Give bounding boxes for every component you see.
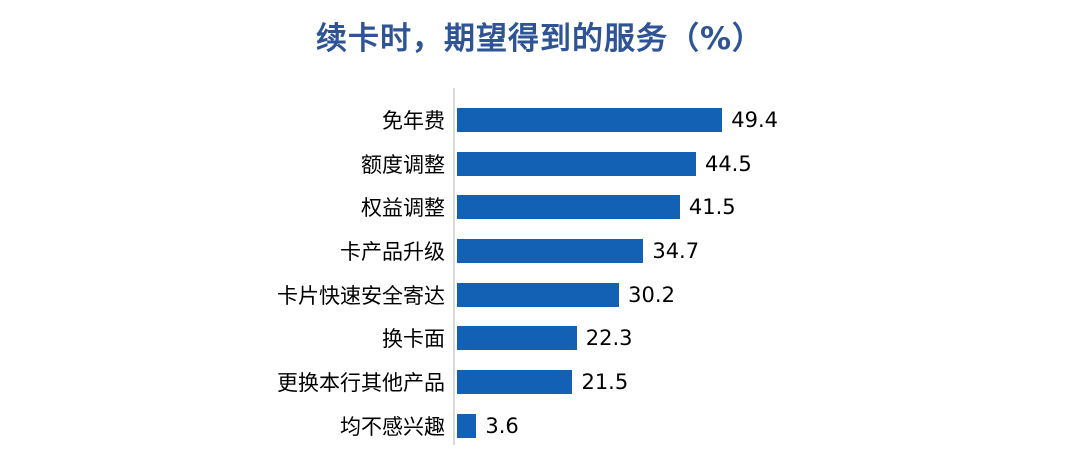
category-label: 卡产品升级: [340, 239, 445, 264]
bar: [457, 369, 573, 394]
bar-row: 均不感兴趣 3.6: [0, 404, 1080, 448]
category-label: 权益调整: [361, 196, 445, 221]
bar-row: 卡片快速安全寄达 30.2: [0, 273, 1080, 317]
value-label: 44.5: [704, 151, 752, 176]
bar: [457, 326, 577, 351]
value-label: 21.5: [581, 369, 629, 394]
value-label: 3.6: [485, 413, 519, 438]
category-axis-line: [453, 88, 455, 445]
bar-row: 换卡面 22.3: [0, 316, 1080, 360]
bar: [457, 107, 723, 132]
value-label: 22.3: [585, 326, 633, 351]
bar: [457, 151, 696, 176]
bar: [457, 413, 477, 438]
category-label: 换卡面: [382, 327, 445, 352]
bar: [457, 282, 620, 307]
category-label: 卡片快速安全寄达: [277, 283, 445, 308]
bar-row: 更换本行其他产品 21.5: [0, 360, 1080, 404]
value-label: 30.2: [628, 282, 675, 307]
category-label: 均不感兴趣: [340, 414, 445, 439]
bar-row: 权益调整 41.5: [0, 185, 1080, 229]
chart-title: 续卡时，期望得到的服务（%）: [315, 21, 765, 57]
value-label: 34.7: [652, 238, 700, 263]
category-label: 额度调整: [361, 152, 445, 177]
bar-chart: 免年费 49.4 额度调整 44.5 权益调整 41.5 卡产品升级: [0, 88, 1080, 448]
category-label: 更换本行其他产品: [277, 370, 445, 395]
bar-row: 额度调整 44.5: [0, 142, 1080, 186]
value-label: 49.4: [731, 107, 779, 132]
bar: [457, 238, 644, 263]
bar-row: 卡产品升级 34.7: [0, 229, 1080, 273]
bar-row: 免年费 49.4: [0, 98, 1080, 142]
value-label: 41.5: [688, 195, 736, 220]
category-label: 免年费: [382, 108, 445, 133]
bar: [457, 195, 680, 220]
